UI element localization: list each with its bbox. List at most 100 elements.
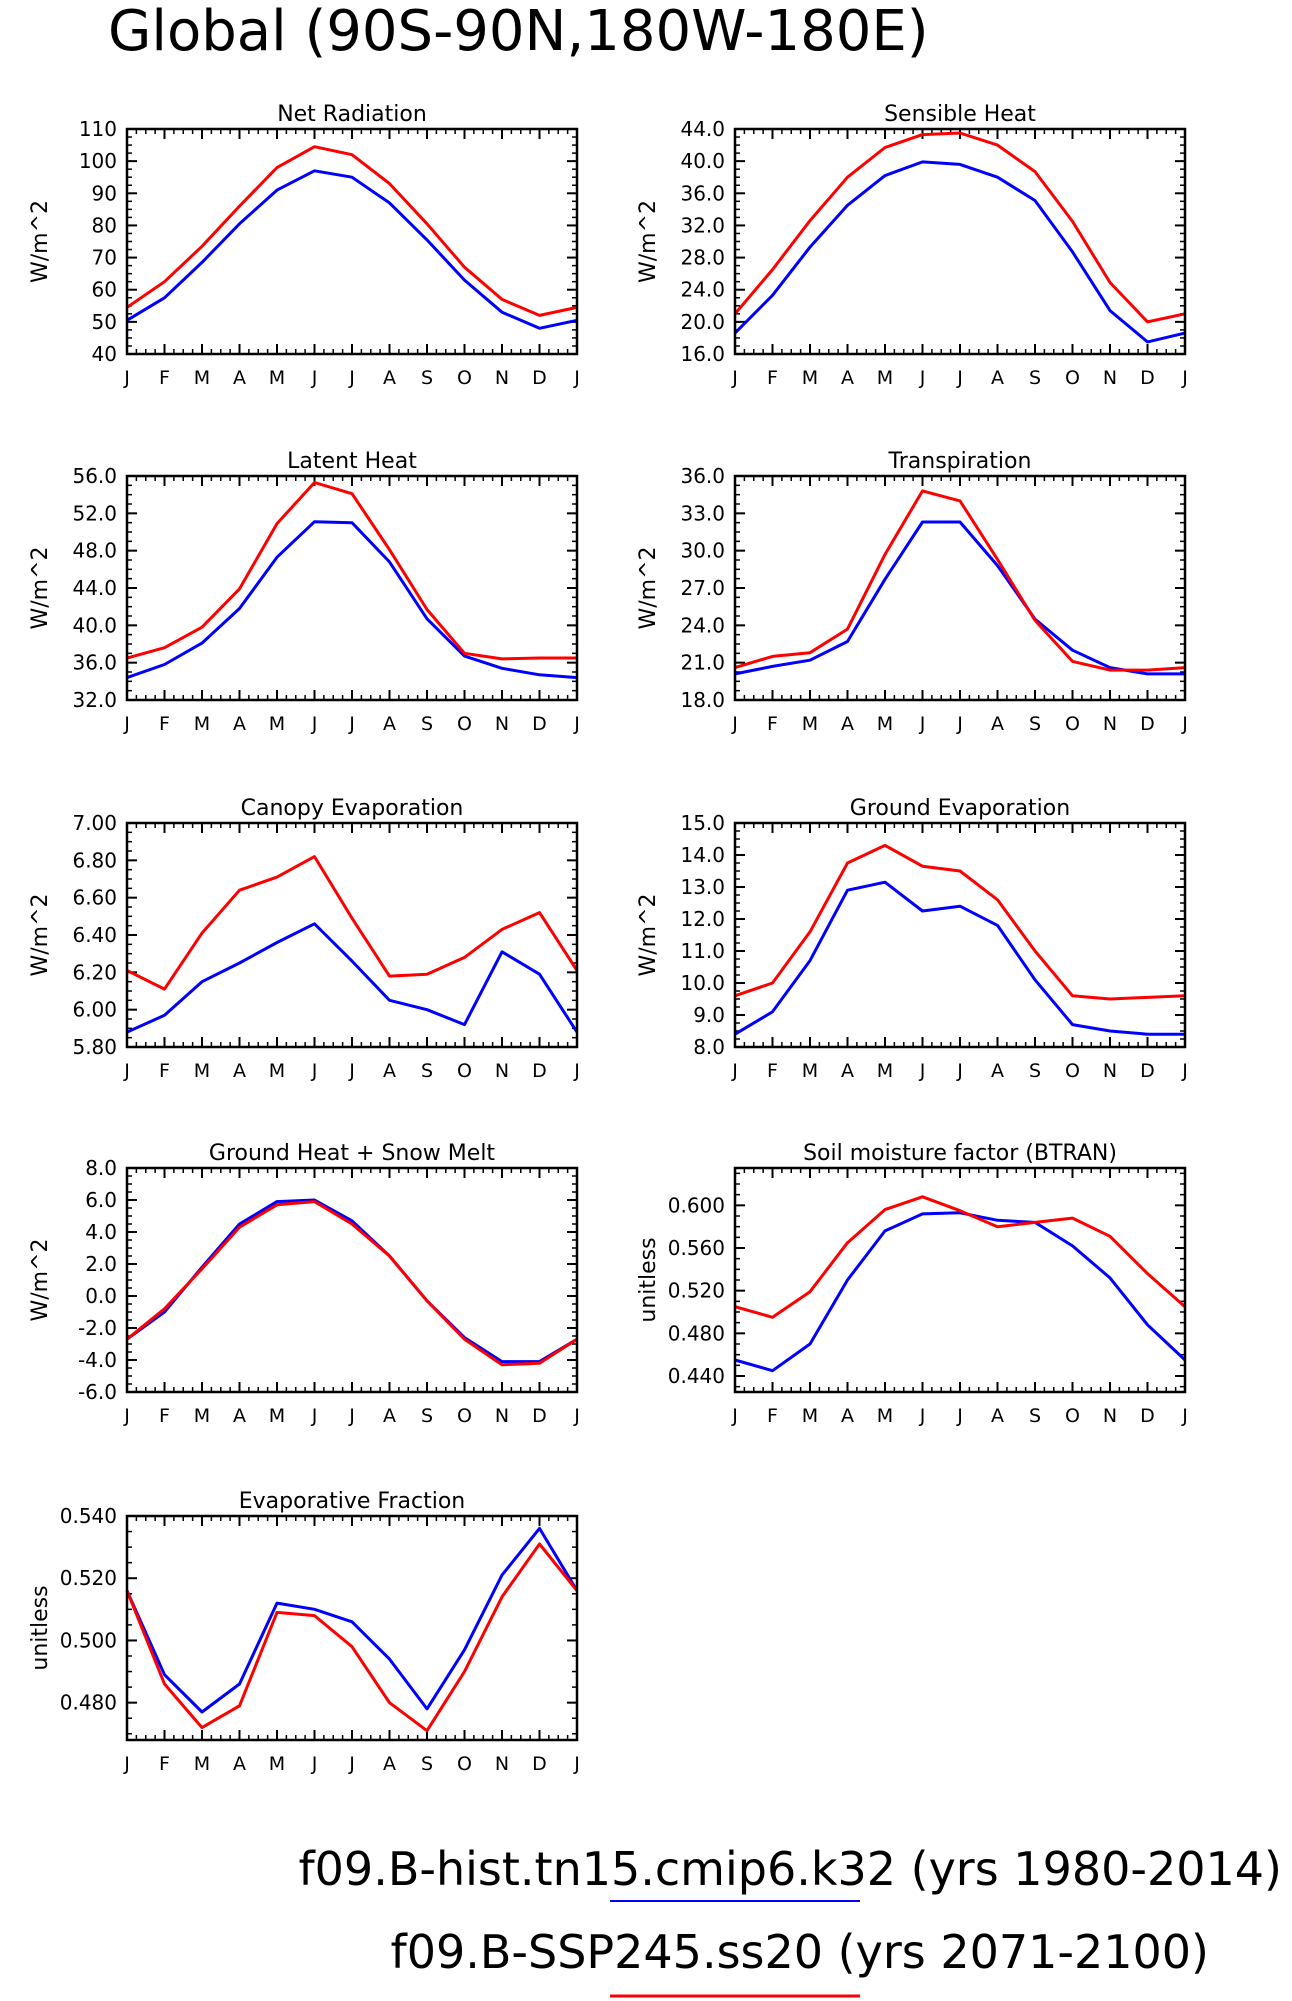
y-tick-label: 100 (79, 149, 117, 173)
y-tick-label: 0.540 (60, 1504, 117, 1528)
y-tick-label: 36.0 (72, 651, 117, 675)
legend: f09.B-hist.tn15.cmip6.k32 (yrs 1980-2014… (298, 1842, 1282, 1998)
chart-evaporative-fraction: Evaporative Fraction unitless J F M A M J J A S O N D… (28, 1489, 580, 1775)
y-tick-label: 44.0 (72, 576, 117, 600)
x-tick-label: J (731, 1405, 738, 1427)
y-tick-label: 24.0 (680, 613, 725, 637)
x-tick-label: J (1181, 713, 1188, 735)
x-tick-label: A (841, 1060, 854, 1082)
x-tick-label: J (1181, 367, 1188, 389)
x-tick-label: J (919, 713, 926, 735)
panels-group: Net Radiation W/m^2 J F M A M J J A S O N D J 40 50 60 70 8… (28, 102, 1188, 1775)
x-tick-label: S (421, 1753, 433, 1775)
y-tick-label: 6.80 (72, 848, 117, 872)
series-ssp-line (734, 843, 1186, 1001)
chart-title: Ground Heat + Snow Melt (209, 1141, 496, 1166)
y-tick-label: 8.0 (85, 1156, 117, 1180)
series-ssp-line (126, 481, 577, 661)
y-tick-label: 28.0 (680, 246, 725, 270)
x-tick-label: M (802, 1405, 818, 1427)
y-tick-label: 6.60 (72, 886, 117, 910)
x-tick-label: J (123, 367, 130, 389)
y-tick-label: 2.0 (85, 1252, 117, 1276)
x-tick-label: S (1029, 1060, 1041, 1082)
y-tick-label: 6.20 (72, 960, 117, 984)
x-tick-label: D (532, 1060, 547, 1082)
legend-entry-ssp-label: f09.B-SSP245.ss20 (yrs 2071-2100) (391, 1925, 1210, 1979)
y-tick-label: 18.0 (680, 688, 725, 712)
x-tick-label: M (194, 1060, 210, 1082)
chart-title: Latent Heat (287, 449, 417, 474)
x-tick-label: J (311, 1060, 318, 1082)
y-tick-label: 0.520 (668, 1279, 725, 1303)
x-tick-label: N (495, 713, 509, 735)
x-tick-label: O (457, 713, 472, 735)
y-tick-label: 50 (92, 310, 117, 334)
chart-ground-evaporation: Ground Evaporation W/m^2 J F M A M J J A S O N D J 8.0 9… (636, 796, 1188, 1082)
y-axis-label: W/m^2 (636, 546, 661, 629)
x-tick-label: J (311, 1753, 318, 1775)
series-hist-line (126, 520, 578, 680)
y-tick-label: 110 (79, 117, 117, 141)
x-tick-label: D (532, 1405, 547, 1427)
x-tick-label: F (159, 1753, 170, 1775)
x-tick-label: J (1181, 1405, 1188, 1427)
x-tick-label: A (841, 1405, 854, 1427)
x-tick-label: O (1065, 1060, 1080, 1082)
y-tick-label: 7.00 (72, 811, 117, 835)
x-tick-label: N (495, 1060, 509, 1082)
series-ssp-line (126, 1200, 578, 1367)
x-tick-label: M (802, 1060, 818, 1082)
x-tick-label: M (877, 367, 893, 389)
x-tick-label: A (383, 713, 396, 735)
y-tick-label: 44.0 (680, 117, 725, 141)
series-ssp-line (126, 855, 579, 991)
y-tick-label: 80 (92, 213, 117, 237)
y-tick-label: 90 (92, 181, 117, 205)
x-tick-label: N (1103, 367, 1117, 389)
series-ssp-line (126, 145, 578, 317)
x-tick-label: M (802, 367, 818, 389)
x-tick-label: J (123, 1060, 130, 1082)
x-tick-label: F (767, 367, 778, 389)
y-tick-label: 70 (92, 246, 117, 270)
x-tick-label: A (991, 1405, 1004, 1427)
y-tick-label: 6.0 (85, 1188, 117, 1212)
x-tick-label: J (956, 367, 963, 389)
x-tick-label: J (573, 1060, 580, 1082)
y-axis-label: W/m^2 (28, 200, 53, 283)
x-tick-label: J (956, 1060, 963, 1082)
x-tick-label: A (841, 713, 854, 735)
x-tick-label: O (1065, 713, 1080, 735)
x-tick-label: J (311, 1405, 318, 1427)
y-tick-label: 0.440 (668, 1364, 725, 1388)
chart-soil-moisture-factor: Soil moisture factor (BTRAN) unitless J F M A… (636, 1141, 1188, 1427)
page-title: Global (90S-90N,180W-180E) (108, 0, 929, 64)
y-tick-label: 13.0 (680, 875, 725, 899)
x-tick-label: J (348, 1405, 355, 1427)
x-tick-label: F (159, 1060, 170, 1082)
x-tick-label: A (383, 367, 396, 389)
x-tick-label: J (731, 367, 738, 389)
x-tick-label: J (348, 1753, 355, 1775)
y-tick-label: 36.0 (680, 181, 725, 205)
x-tick-label: J (573, 1405, 580, 1427)
y-tick-label: -6.0 (78, 1380, 117, 1404)
plot-frame (733, 821, 1187, 1049)
plot-frame (125, 474, 579, 702)
y-tick-label: 14.0 (680, 843, 725, 867)
plot-frame (733, 474, 1187, 702)
x-tick-label: F (767, 1060, 778, 1082)
x-tick-label: S (1029, 713, 1041, 735)
series-ssp-line (733, 131, 1186, 324)
y-tick-label: -4.0 (78, 1348, 117, 1372)
y-tick-label: 30.0 (680, 539, 725, 563)
x-tick-label: N (1103, 1060, 1117, 1082)
x-tick-label: S (421, 367, 433, 389)
series-ssp-line (734, 1195, 1186, 1319)
y-tick-label: 60 (92, 278, 117, 302)
x-tick-label: D (532, 367, 547, 389)
plot-frame (125, 1166, 579, 1394)
y-tick-label: 0.480 (668, 1321, 725, 1345)
y-tick-label: 11.0 (680, 939, 725, 963)
